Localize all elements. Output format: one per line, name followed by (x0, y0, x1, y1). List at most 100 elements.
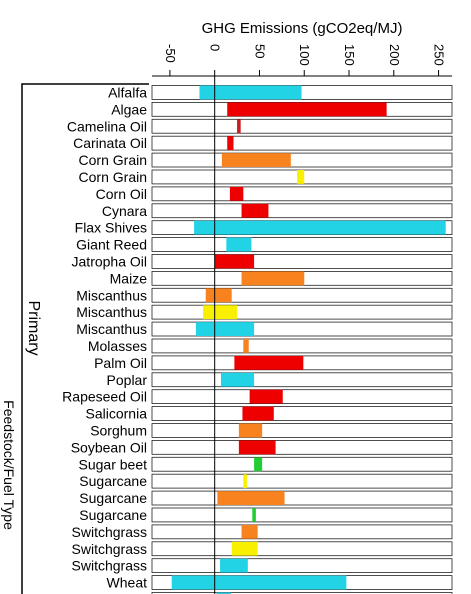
feedstock-axis-label: Feedstock/Fuel Type (1, 400, 17, 530)
row-label: Miscanthus (76, 304, 147, 320)
chart-row: Rapeseed Oil (62, 389, 453, 405)
chart-row: Sugarcane (79, 490, 453, 506)
row-label: Switchgrass (72, 558, 147, 574)
range-bar (226, 237, 252, 252)
chart-row: Flax Shives (75, 220, 453, 236)
chart-row: Wheat (107, 575, 453, 591)
group-bracket-primary (21, 83, 149, 594)
range-bar (242, 406, 274, 421)
row-box (151, 118, 453, 134)
row-label: Algae (111, 101, 147, 117)
row-label: Maize (110, 270, 148, 286)
x-tick-label: 200 (387, 44, 402, 66)
range-bar (297, 170, 305, 184)
chart-row: Giant Reed (76, 237, 453, 253)
chart-row: Switchgrass (72, 524, 453, 540)
chart-row: Switchgrass (72, 558, 453, 574)
row-box (151, 524, 453, 540)
chart-row: Jatropha Oil (72, 253, 453, 269)
row-label: Salicornia (86, 406, 148, 422)
x-tick-label: 150 (342, 44, 357, 66)
row-box (151, 203, 453, 219)
range-bar (249, 389, 283, 404)
row-label: Corn Grain (79, 152, 147, 168)
chart-row: Alfalfa (108, 84, 453, 100)
row-box (151, 304, 453, 320)
chart-row: Sugarcane (79, 507, 453, 523)
row-label: Corn Oil (96, 186, 147, 202)
chart-row: Maize (110, 270, 453, 286)
chart-row: Corn Grain (79, 169, 453, 185)
row-label: Giant Reed (76, 237, 147, 253)
row-label: Carinata Oil (73, 135, 147, 151)
chart-frame: Agri. residues (21, 75, 452, 594)
x-tick-label: -50 (163, 44, 178, 63)
range-bar (217, 491, 285, 505)
row-box (151, 237, 453, 252)
range-bar (205, 288, 232, 303)
row-label: Willow (107, 591, 148, 594)
range-bar (238, 423, 263, 438)
chart-row: Switchgrass (72, 541, 453, 557)
chart-row: Poplar (107, 372, 453, 388)
row-label: Corn Grain (79, 169, 147, 185)
range-bar (237, 119, 241, 134)
chart-row: Molasses (88, 338, 453, 354)
range-bar (238, 440, 276, 455)
row-label: Sugarcane (79, 490, 147, 506)
chart-row: Salicornia (86, 406, 453, 422)
row-box (151, 152, 453, 168)
x-axis-ticks: -50 0 50 100 150 200 250 (163, 44, 447, 76)
row-box (151, 85, 453, 100)
row-box (151, 186, 453, 202)
row-label: Alfalfa (108, 84, 147, 100)
chart-row: Corn Oil (96, 186, 453, 202)
row-label: Cynara (102, 203, 147, 219)
range-bar (229, 186, 244, 201)
row-label: Sugarcane (79, 473, 147, 489)
chart-row: Sugar beet (79, 456, 453, 472)
range-bar (199, 85, 302, 100)
range-bar (227, 102, 387, 117)
range-bar (216, 592, 231, 594)
range-bar (171, 575, 347, 590)
range-bar (214, 254, 255, 269)
chart-row: Sorghum (90, 422, 453, 438)
row-label: Camelina Oil (67, 118, 147, 134)
row-label: Molasses (88, 338, 147, 354)
chart-row: Cynara (102, 203, 453, 219)
row-label: Sorghum (90, 422, 147, 438)
chart-row: Corn Grain (79, 152, 453, 168)
x-tick-label: 100 (297, 44, 312, 66)
x-tick-label: 0 (208, 44, 223, 51)
chart-row: Miscanthus (76, 321, 453, 337)
chart-row: Miscanthus (76, 287, 453, 303)
range-bar (234, 355, 304, 370)
row-label: Switchgrass (72, 524, 147, 540)
row-box (151, 423, 453, 438)
row-label: Switchgrass (72, 541, 147, 557)
row-box (151, 541, 453, 557)
chart-row: Palm Oil (94, 355, 453, 371)
row-label: Flax Shives (75, 220, 147, 236)
range-bar (194, 220, 446, 235)
range-bar (241, 271, 305, 286)
chart-row: Sugarcane (79, 473, 453, 489)
row-label: Sugarcane (79, 507, 147, 523)
chart-row: Camelina Oil (67, 118, 453, 134)
row-label: Jatropha Oil (72, 253, 147, 269)
row-label: Miscanthus (76, 287, 147, 303)
range-bar (243, 474, 247, 489)
row-box (151, 338, 453, 354)
range-bar (220, 372, 255, 387)
row-label: Rapeseed Oil (62, 389, 147, 405)
chart-row: Soybean Oil (71, 439, 453, 455)
row-box (151, 254, 453, 269)
range-bar (220, 558, 248, 573)
chart-row: Algae (111, 101, 453, 117)
range-bar (252, 508, 256, 522)
row-box (151, 389, 453, 405)
row-box (151, 406, 453, 421)
row-box (151, 558, 453, 574)
